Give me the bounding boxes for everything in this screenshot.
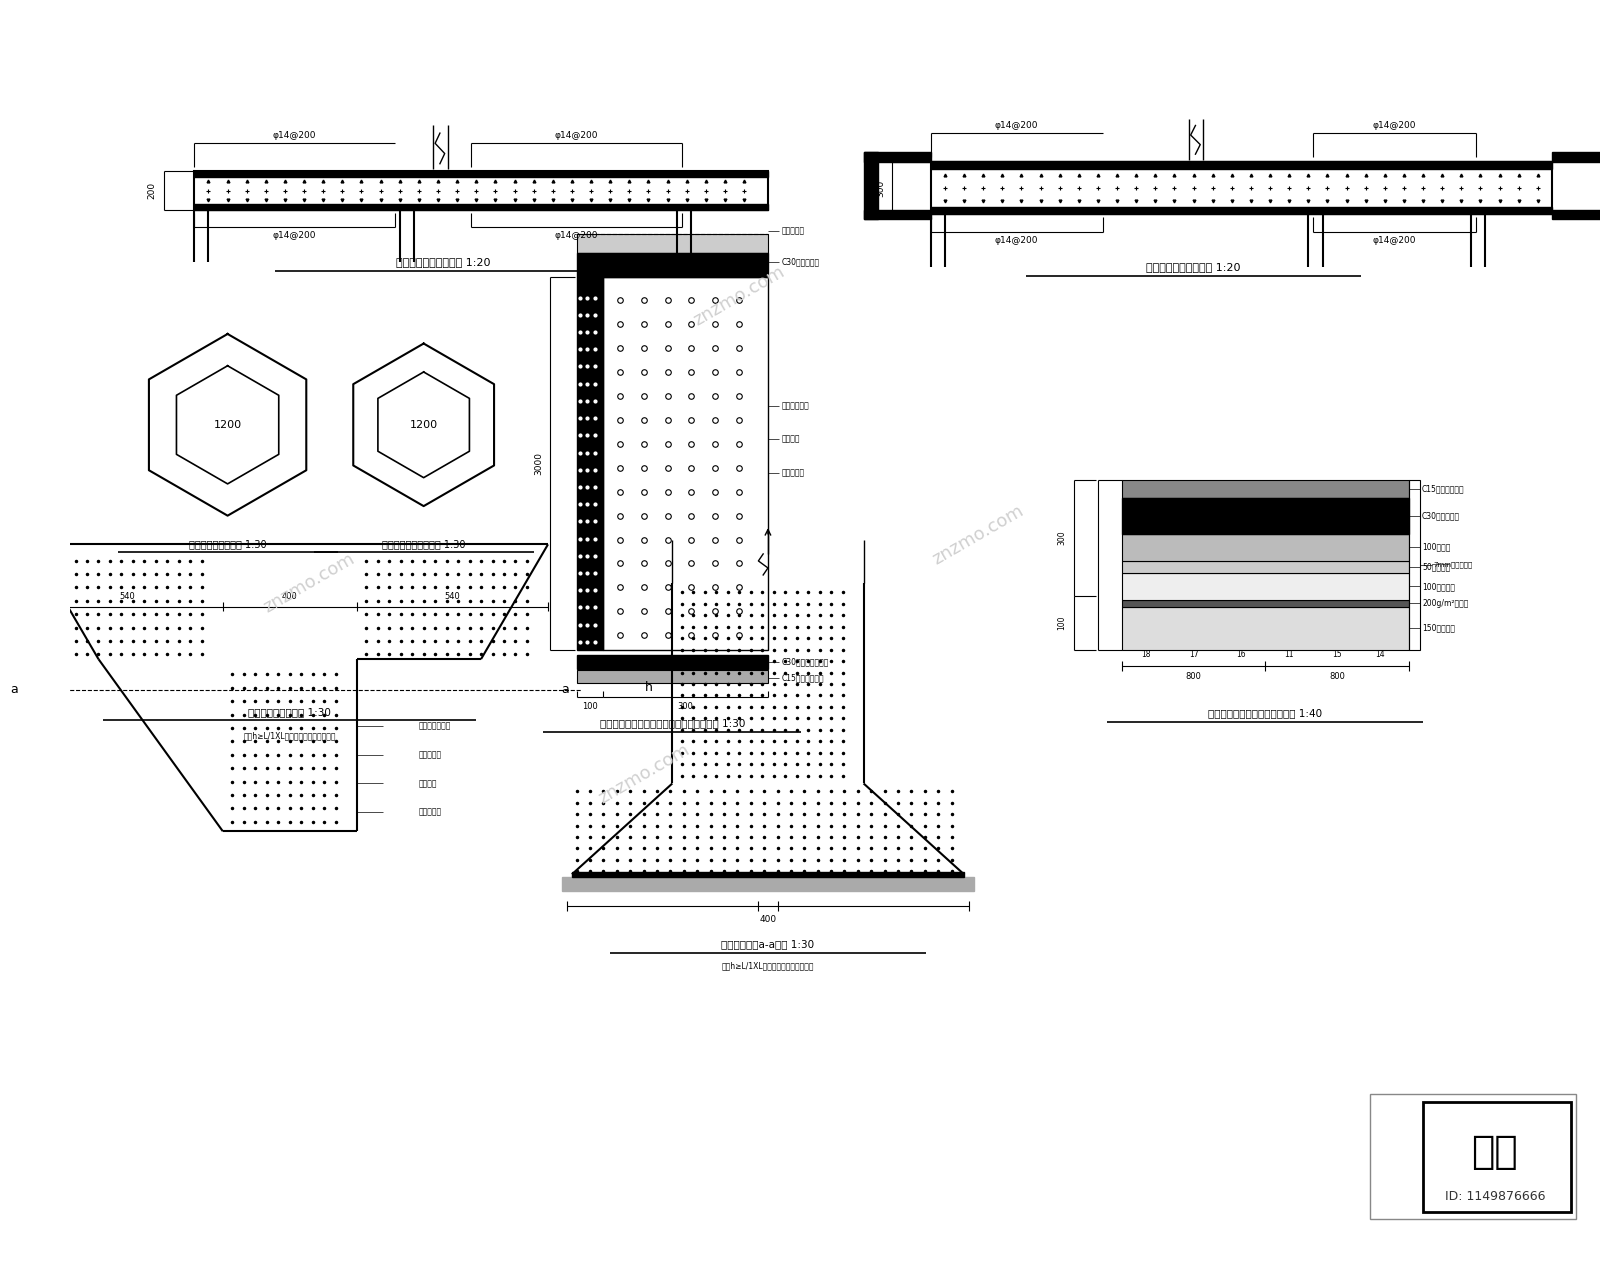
Text: 硅砂滤水层: 硅砂滤水层: [419, 808, 442, 817]
Text: φ14@200: φ14@200: [555, 230, 598, 239]
Bar: [931, 207, 1552, 215]
Bar: [1371, 1094, 1576, 1219]
Text: φ14@200: φ14@200: [272, 230, 317, 239]
Bar: [1122, 480, 1408, 498]
Text: φ14@200: φ14@200: [995, 236, 1038, 244]
Bar: [603, 276, 768, 649]
Bar: [1422, 1102, 1571, 1212]
Text: 50厚碎石层: 50厚碎石层: [1422, 562, 1450, 571]
Text: 100厚卡层: 100厚卡层: [1422, 543, 1451, 552]
Text: 硅砂滤水笼板: 硅砂滤水笼板: [781, 401, 810, 410]
Bar: [194, 172, 768, 177]
Text: 7mm厚土工壁边: 7mm厚土工壁边: [1434, 562, 1474, 568]
Bar: [1122, 561, 1408, 573]
Text: 防水布层: 防水布层: [781, 435, 800, 444]
Text: 混凝土上层: 混凝土上层: [781, 468, 805, 477]
Text: C15素混凝土垫层: C15素混凝土垫层: [1422, 484, 1464, 493]
Text: 峰巢结构蓄水净化池侧壁、顶板标准做法图 1:30: 峰巢结构蓄水净化池侧壁、顶板标准做法图 1:30: [600, 718, 746, 728]
Text: 100: 100: [1058, 616, 1066, 630]
Bar: [576, 233, 768, 252]
Text: C30钢筋混凝土: C30钢筋混凝土: [1422, 511, 1461, 520]
Bar: [576, 655, 768, 668]
Text: 300: 300: [1058, 531, 1066, 545]
Bar: [194, 204, 768, 210]
Text: 800: 800: [1330, 672, 1346, 681]
Bar: [931, 161, 1552, 215]
Text: znzmo.com: znzmo.com: [595, 741, 693, 808]
Bar: [864, 152, 878, 219]
Text: φ14@200: φ14@200: [1373, 236, 1416, 244]
Text: 150厚粗砂层: 150厚粗砂层: [1422, 623, 1454, 632]
Text: C30钢筋混凝土底板: C30钢筋混凝土底板: [781, 658, 829, 667]
Bar: [1408, 480, 1421, 649]
Text: 17: 17: [1189, 650, 1198, 659]
Text: 1200: 1200: [410, 420, 438, 430]
Text: 混凝土层分模板: 混凝土层分模板: [419, 722, 451, 731]
Bar: [576, 669, 768, 684]
Text: 进水排泥通道平面图 1:30: 进水排泥通道平面图 1:30: [248, 707, 331, 717]
Text: φ14@200: φ14@200: [555, 131, 598, 140]
Text: 800: 800: [1186, 672, 1202, 681]
Text: 400: 400: [282, 593, 298, 602]
Text: 进水排泥通道a-a剖面 1:30: 进水排泥通道a-a剖面 1:30: [722, 940, 814, 950]
Text: 16: 16: [1237, 650, 1246, 659]
Text: 300: 300: [877, 179, 885, 197]
Text: 400: 400: [760, 915, 776, 924]
Bar: [931, 161, 1552, 169]
Text: φ14@200: φ14@200: [272, 131, 317, 140]
Bar: [562, 877, 973, 891]
Bar: [576, 252, 768, 276]
Text: φ14@200: φ14@200: [995, 122, 1038, 131]
Text: ID: 1149876666: ID: 1149876666: [1445, 1190, 1546, 1203]
Bar: [864, 210, 931, 219]
Text: 200: 200: [147, 182, 157, 200]
Text: 硛砂井碗叠加标准图 1:30: 硛砂井碗叠加标准图 1:30: [189, 539, 267, 549]
Bar: [576, 276, 603, 649]
Text: 砾石级配: 砾石级配: [419, 780, 437, 788]
Bar: [1122, 573, 1408, 600]
Bar: [1552, 152, 1600, 161]
Text: 11: 11: [1285, 650, 1294, 659]
Bar: [1122, 498, 1408, 534]
Text: 1200: 1200: [213, 420, 242, 430]
Text: 滤水期砼板: 滤水期砼板: [419, 750, 442, 759]
Text: 15: 15: [1333, 650, 1342, 659]
Text: 硛砂滤水井单层平面图 1:30: 硛砂滤水井单层平面图 1:30: [382, 539, 466, 549]
Text: 3000: 3000: [534, 452, 542, 475]
Text: znzmo.com: znzmo.com: [691, 262, 789, 329]
Bar: [1122, 600, 1408, 607]
Bar: [864, 152, 931, 161]
Text: 200g/m²土工布: 200g/m²土工布: [1422, 599, 1469, 608]
Text: 18: 18: [1141, 650, 1150, 659]
Text: 540: 540: [445, 593, 461, 602]
Text: h: h: [645, 681, 653, 694]
Bar: [194, 172, 768, 210]
Bar: [1552, 210, 1600, 219]
Text: 540: 540: [120, 593, 134, 602]
Text: a: a: [562, 684, 570, 696]
Text: 混凝土上层: 混凝土上层: [781, 227, 805, 236]
Text: 100厚细砂层: 100厚细砂层: [1422, 582, 1454, 591]
Text: C15素混凝土垫层: C15素混凝土垫层: [781, 673, 824, 682]
Bar: [1122, 534, 1408, 561]
Text: 钉筋混凝土底板配筋图 1:20: 钉筋混凝土底板配筋图 1:20: [1146, 262, 1240, 273]
Text: φ14@200: φ14@200: [1373, 122, 1416, 131]
Text: 注：h≥L/1XL备机组连接簡单通道面宽: 注：h≥L/1XL备机组连接簡单通道面宽: [722, 961, 814, 970]
Text: znzmo.com: znzmo.com: [261, 549, 358, 616]
Text: 注：h≥L/1XL备机组连接簡单通道面宽: 注：h≥L/1XL备机组连接簡单通道面宽: [243, 731, 336, 740]
Text: 钉筋混凝土顶板配筋图 1:20: 钉筋混凝土顶板配筋图 1:20: [395, 257, 490, 268]
Text: 知末: 知末: [1472, 1133, 1518, 1171]
Text: 14: 14: [1376, 650, 1386, 659]
Text: 底板透气防渗沙方格标准做法图 1:40: 底板透气防渗沙方格标准做法图 1:40: [1208, 709, 1322, 718]
Text: 300: 300: [678, 703, 694, 712]
Text: C30钢筋混凝土: C30钢筋混凝土: [781, 257, 819, 266]
Bar: [571, 873, 965, 877]
Text: 100: 100: [582, 703, 598, 712]
Text: a: a: [11, 684, 18, 696]
Text: znzmo.com: znzmo.com: [930, 502, 1027, 568]
Bar: [1122, 607, 1408, 649]
